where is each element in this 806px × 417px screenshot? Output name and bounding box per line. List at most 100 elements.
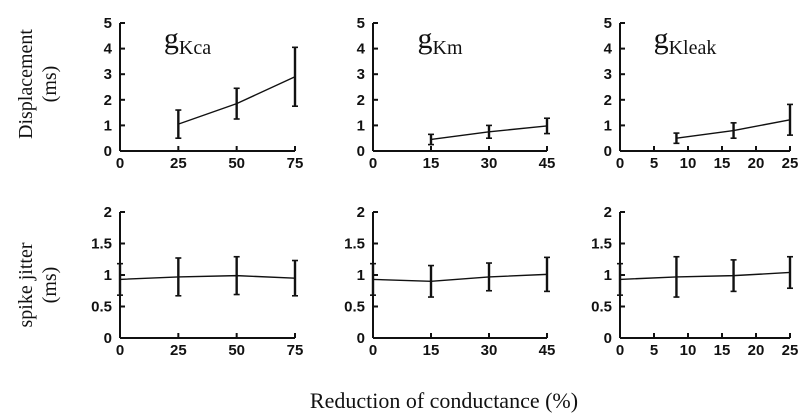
y-tick-label: 3 bbox=[357, 66, 365, 83]
y-tick-label: 1.5 bbox=[591, 236, 612, 253]
error-bar bbox=[117, 262, 123, 296]
x-tick-label: 10 bbox=[680, 155, 697, 172]
error-bar bbox=[175, 257, 182, 297]
error-bar bbox=[673, 255, 680, 298]
series-line bbox=[619, 271, 791, 281]
ylabel-top-line2: (ms) bbox=[39, 66, 61, 103]
y-tick-label: 2 bbox=[604, 92, 612, 109]
ylabel-bottom-line1: spike jitter bbox=[15, 242, 37, 327]
panel-bottom-2: 00.511.520 5 10 15 20 25 bbox=[591, 204, 798, 359]
x-tick-label: 50 bbox=[228, 155, 245, 172]
error-bar bbox=[233, 255, 240, 296]
series-line bbox=[119, 274, 296, 281]
y-tick-label: 5 bbox=[357, 15, 365, 32]
panel-title: gKm bbox=[418, 22, 463, 59]
x-tick-label: 0 bbox=[116, 155, 124, 172]
y-tick-label: 4 bbox=[104, 41, 113, 58]
y-tick-label: 0.5 bbox=[591, 299, 612, 316]
x-tick-label: 15 bbox=[714, 342, 731, 359]
x-tick-label: 0 bbox=[369, 155, 377, 172]
y-tick-label: 2 bbox=[357, 204, 365, 221]
ylabel-top-line1: Displacement bbox=[15, 29, 37, 139]
y-tick-label: 1 bbox=[604, 267, 612, 284]
y-tick-label: 1.5 bbox=[344, 236, 365, 253]
y-tick-label: 0 bbox=[357, 330, 365, 347]
y-tick-label: 0 bbox=[357, 143, 365, 160]
error-bar bbox=[730, 122, 737, 139]
error-bar bbox=[428, 133, 434, 146]
x-tick-label: 30 bbox=[481, 342, 498, 359]
y-tick-label: 3 bbox=[104, 66, 112, 83]
panel-title: gKleak bbox=[654, 22, 717, 59]
x-tick-label: 15 bbox=[423, 342, 440, 359]
error-bar bbox=[486, 124, 492, 139]
y-tick-label: 1 bbox=[357, 117, 365, 134]
x-tick-label: 75 bbox=[287, 155, 304, 172]
ylabel-top: Displacement (ms) bbox=[15, 29, 61, 139]
y-tick-label: 1 bbox=[604, 117, 612, 134]
y-tick-label: 0.5 bbox=[344, 299, 365, 316]
error-bar bbox=[175, 109, 182, 139]
x-tick-label: 25 bbox=[782, 155, 799, 172]
x-tick-label: 15 bbox=[714, 155, 731, 172]
x-tick-label: 5 bbox=[650, 155, 658, 172]
x-tick-label: 0 bbox=[616, 155, 624, 172]
y-tick-label: 0.5 bbox=[91, 299, 112, 316]
error-bar bbox=[544, 117, 550, 135]
ylabel-bottom: spike jitter (ms) bbox=[15, 242, 61, 327]
y-tick-label: 4 bbox=[604, 41, 613, 58]
y-tick-label: 5 bbox=[104, 15, 112, 32]
x-tick-label: 15 bbox=[423, 155, 440, 172]
y-tick-label: 1.5 bbox=[91, 236, 112, 253]
x-tick-label: 0 bbox=[116, 342, 124, 359]
x-tick-label: 25 bbox=[170, 155, 187, 172]
x-tick-label: 20 bbox=[748, 342, 765, 359]
x-tick-label: 30 bbox=[481, 155, 498, 172]
y-tick-label: 0 bbox=[604, 143, 612, 160]
panel-top-2: 0 1 2 3 4 5 0 5 10 15 20 25 gKleak bbox=[604, 15, 799, 172]
y-tick-label: 5 bbox=[604, 15, 612, 32]
y-tick-label: 3 bbox=[604, 66, 612, 83]
error-bar bbox=[673, 132, 680, 145]
y-tick-label: 2 bbox=[357, 92, 365, 109]
ylabel-bottom-line2: (ms) bbox=[39, 267, 61, 304]
error-bar bbox=[617, 262, 623, 296]
y-tick-label: 0 bbox=[604, 330, 612, 347]
x-axis-label: Reduction of conductance (%) bbox=[310, 388, 578, 413]
panel-title: gKca bbox=[164, 22, 211, 59]
error-bar bbox=[730, 259, 737, 293]
y-tick-label: 1 bbox=[104, 117, 112, 134]
error-bar bbox=[370, 262, 376, 296]
x-tick-label: 25 bbox=[782, 342, 799, 359]
panel-bottom-0: 0 0.5 1 1.5 2 0 25 50 75 bbox=[91, 204, 303, 359]
x-tick-label: 5 bbox=[650, 342, 658, 359]
error-bar bbox=[428, 264, 434, 298]
y-tick-label: 2 bbox=[104, 92, 112, 109]
x-tick-label: 0 bbox=[369, 342, 377, 359]
y-tick-label: 1 bbox=[357, 267, 365, 284]
error-bar bbox=[486, 262, 492, 292]
error-bar bbox=[787, 255, 793, 290]
y-tick-label: 4 bbox=[357, 41, 366, 58]
error-bar bbox=[292, 259, 298, 297]
x-tick-label: 50 bbox=[228, 342, 245, 359]
y-tick-label: 1 bbox=[104, 267, 112, 284]
error-bar bbox=[544, 256, 550, 293]
error-bar bbox=[787, 103, 793, 136]
y-tick-label: 2 bbox=[104, 204, 112, 221]
error-bar bbox=[292, 46, 298, 107]
panel-bottom-1: 0 0.5 1 1.5 2 0 15 30 45 bbox=[344, 204, 555, 359]
y-tick-label: 0 bbox=[104, 143, 112, 160]
x-tick-label: 45 bbox=[539, 155, 556, 172]
x-tick-label: 45 bbox=[539, 342, 556, 359]
x-tick-label: 0 bbox=[616, 342, 624, 359]
x-tick-label: 25 bbox=[170, 342, 187, 359]
x-tick-label: 10 bbox=[680, 342, 697, 359]
series-line bbox=[372, 273, 548, 283]
error-bar bbox=[233, 87, 240, 120]
x-tick-label: 20 bbox=[748, 155, 765, 172]
